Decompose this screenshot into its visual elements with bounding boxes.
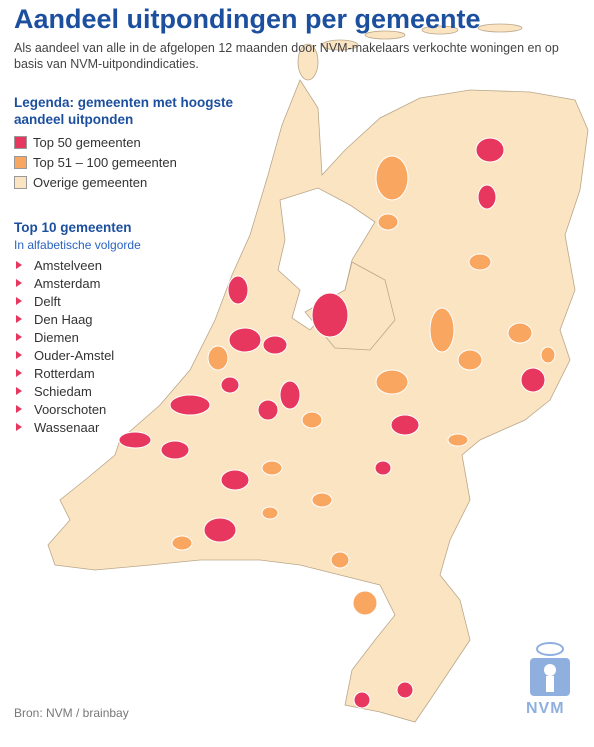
bullet bbox=[16, 333, 22, 341]
top10-label: Ouder-Amstel bbox=[34, 347, 115, 363]
municipality bbox=[301, 411, 323, 429]
municipality bbox=[261, 506, 279, 520]
municipality bbox=[220, 376, 240, 394]
municipality bbox=[262, 335, 288, 355]
top10-label: Rotterdam bbox=[34, 365, 95, 381]
legend-swatch bbox=[14, 135, 27, 149]
bullet bbox=[16, 297, 22, 305]
legend-label: Top 51 – 100 gemeenten bbox=[33, 154, 177, 170]
top10-item: Voorschoten bbox=[14, 400, 114, 418]
island bbox=[477, 23, 523, 33]
municipality bbox=[468, 253, 492, 271]
logo-text: NVM bbox=[526, 700, 565, 717]
top10-label: Amsterdam bbox=[34, 275, 101, 291]
island bbox=[421, 25, 459, 35]
municipality bbox=[279, 380, 301, 410]
municipality bbox=[118, 431, 152, 449]
top10-item: Amstelveen bbox=[14, 256, 114, 274]
municipality bbox=[477, 184, 497, 210]
island bbox=[364, 30, 406, 40]
municipality bbox=[375, 155, 409, 201]
municipality bbox=[540, 346, 556, 364]
top10-label: Amstelveen bbox=[34, 257, 102, 273]
municipality bbox=[160, 440, 190, 460]
municipality bbox=[520, 367, 546, 393]
municipality bbox=[429, 307, 455, 353]
bullet bbox=[16, 261, 22, 269]
top10-item: Rotterdam bbox=[14, 364, 114, 382]
top10-label: Wassenaar bbox=[34, 419, 100, 435]
municipality bbox=[507, 322, 533, 344]
legend-title: Legenda: gemeenten met hoogste aandeel u… bbox=[14, 95, 234, 127]
legend-item: Top 51 – 100 gemeenten bbox=[14, 152, 177, 172]
municipality bbox=[475, 137, 505, 163]
legend-label: Top 50 gemeenten bbox=[33, 134, 141, 150]
top10-label: Voorschoten bbox=[34, 401, 107, 417]
source: Bron: NVM / brainbay bbox=[14, 706, 129, 720]
legend-item: Top 50 gemeenten bbox=[14, 132, 177, 152]
logo-icon bbox=[530, 642, 570, 696]
bullet bbox=[16, 351, 22, 359]
municipality bbox=[390, 414, 420, 436]
subtitle: Als aandeel van alle in de afgelopen 12 … bbox=[14, 41, 559, 71]
municipality bbox=[447, 433, 469, 447]
municipality bbox=[330, 551, 350, 569]
top10-item: Delft bbox=[14, 292, 114, 310]
municipality bbox=[228, 327, 262, 353]
legend-item: Overige gemeenten bbox=[14, 172, 177, 192]
bullet bbox=[16, 423, 22, 431]
municipality bbox=[261, 460, 283, 476]
top10-item: Den Haag bbox=[14, 310, 114, 328]
top10-list: Amstelveen Amsterdam Delft Den Haag Diemen Ou… bbox=[14, 256, 114, 436]
top10-label: Schiedam bbox=[34, 383, 92, 399]
municipality bbox=[353, 691, 371, 709]
bullet bbox=[16, 279, 22, 287]
municipality bbox=[375, 369, 409, 395]
top10-subtitle: In alfabetische volgorde bbox=[14, 238, 141, 252]
municipality bbox=[396, 681, 414, 699]
island bbox=[321, 39, 359, 51]
bullet bbox=[16, 369, 22, 377]
municipality bbox=[169, 394, 211, 416]
municipality bbox=[311, 492, 333, 508]
municipality bbox=[207, 345, 229, 371]
top10-title: Top 10 gemeenten bbox=[14, 220, 132, 235]
top10-label: Delft bbox=[34, 293, 61, 309]
municipality bbox=[227, 275, 249, 305]
top10-item: Diemen bbox=[14, 328, 114, 346]
municipality bbox=[171, 535, 193, 551]
municipality bbox=[311, 292, 349, 338]
top10-label: Diemen bbox=[34, 329, 79, 345]
municipality bbox=[377, 213, 399, 231]
top10-item: Schiedam bbox=[14, 382, 114, 400]
legend-swatch bbox=[14, 175, 27, 189]
municipality bbox=[457, 349, 483, 371]
country-outline bbox=[47, 79, 589, 723]
legend-swatch bbox=[14, 155, 27, 169]
legend: Top 50 gemeenten Top 51 – 100 gemeenten Ov… bbox=[14, 132, 177, 192]
top10-item: Amsterdam bbox=[14, 274, 114, 292]
top10-item: Ouder-Amstel bbox=[14, 346, 114, 364]
bullet bbox=[16, 387, 22, 395]
top10-item: Wassenaar bbox=[14, 418, 114, 436]
bullet bbox=[16, 315, 22, 323]
top10-label: Den Haag bbox=[34, 311, 93, 327]
island bbox=[297, 43, 319, 81]
legend-label: Overige gemeenten bbox=[33, 174, 148, 190]
municipality bbox=[257, 399, 279, 421]
municipality bbox=[220, 469, 250, 491]
municipality bbox=[203, 517, 237, 543]
municipality bbox=[352, 590, 378, 616]
municipality bbox=[374, 460, 392, 476]
title: Aandeel uitpondingen per gemeente bbox=[14, 4, 481, 34]
bullet bbox=[16, 405, 22, 413]
